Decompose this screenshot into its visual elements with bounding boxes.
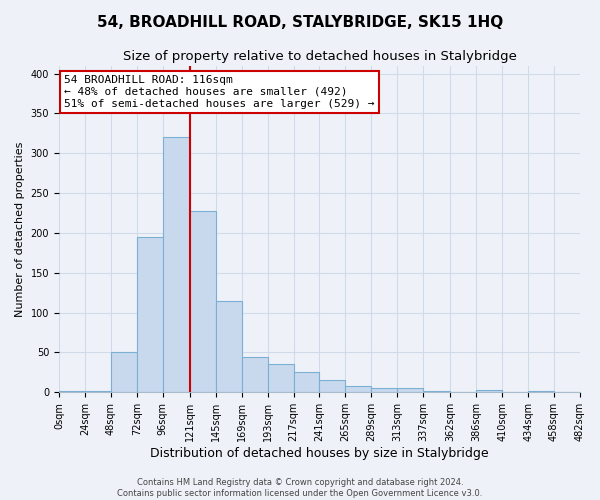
X-axis label: Distribution of detached houses by size in Stalybridge: Distribution of detached houses by size …	[150, 447, 489, 460]
Bar	[111, 352, 137, 393]
Bar	[215, 300, 242, 392]
Bar	[242, 358, 268, 392]
Bar	[268, 364, 293, 392]
Bar	[85, 391, 111, 392]
Bar	[293, 372, 319, 392]
Text: 54 BROADHILL ROAD: 116sqm
← 48% of detached houses are smaller (492)
51% of semi: 54 BROADHILL ROAD: 116sqm ← 48% of detac…	[64, 76, 374, 108]
Bar	[397, 388, 423, 392]
Bar	[59, 391, 85, 392]
Title: Size of property relative to detached houses in Stalybridge: Size of property relative to detached ho…	[122, 50, 517, 63]
Bar	[137, 237, 163, 392]
Bar	[528, 391, 554, 392]
Bar	[476, 390, 502, 392]
Bar	[371, 388, 397, 392]
Text: Contains HM Land Registry data © Crown copyright and database right 2024.
Contai: Contains HM Land Registry data © Crown c…	[118, 478, 482, 498]
Bar	[423, 391, 450, 392]
Text: 54, BROADHILL ROAD, STALYBRIDGE, SK15 1HQ: 54, BROADHILL ROAD, STALYBRIDGE, SK15 1H…	[97, 15, 503, 30]
Bar	[163, 138, 190, 392]
Bar	[190, 210, 215, 392]
Bar	[346, 386, 371, 392]
Bar	[319, 380, 346, 392]
Y-axis label: Number of detached properties: Number of detached properties	[15, 142, 25, 316]
